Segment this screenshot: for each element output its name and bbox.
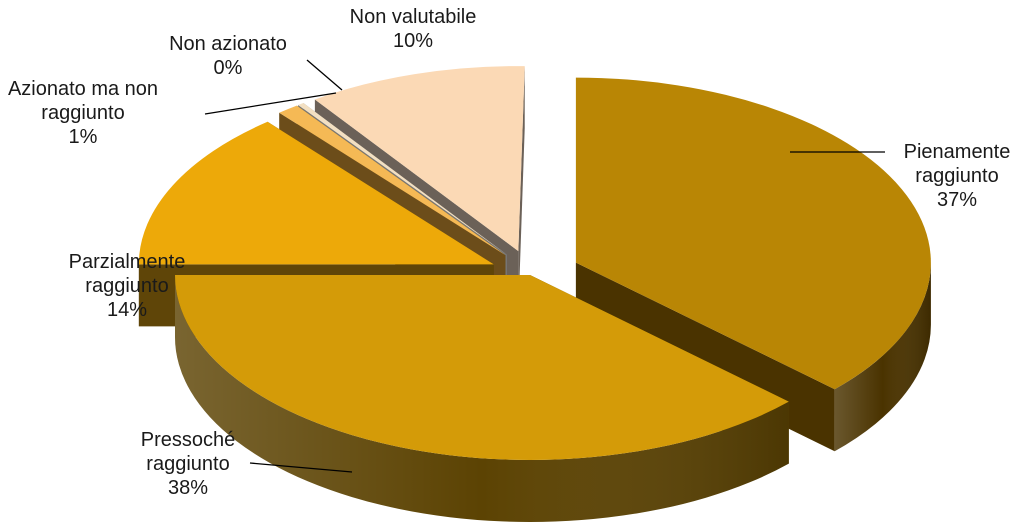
data-label-value-5: 10% — [393, 30, 433, 52]
leader-lines — [204, 59, 885, 473]
data-label-category-4: Non azionato — [169, 33, 287, 55]
slice-0-wall-shade — [834, 262, 931, 452]
data-labels: Pienamenteraggiunto37%Pressochéraggiunto… — [8, 6, 1010, 499]
slice-5-wall-end — [518, 66, 525, 314]
data-label-value-3: 1% — [69, 126, 98, 148]
data-label-category-0: raggiunto — [915, 165, 998, 187]
leader-line-3 — [204, 92, 337, 115]
data-label-category-1: Pressoché — [141, 429, 236, 451]
slice-5-top — [314, 66, 525, 252]
data-label-category-1: raggiunto — [146, 453, 229, 475]
data-label-category-2: Parzialmente — [69, 251, 186, 273]
slice-2-top — [138, 121, 494, 265]
data-label-category-3: Azionato ma non — [8, 78, 158, 100]
data-label-category-3: raggiunto — [41, 102, 124, 124]
slice-3-top — [279, 105, 506, 256]
leader-line-4 — [306, 59, 343, 91]
data-label-value-2: 14% — [107, 299, 147, 321]
data-label-category-5: Non valutabile — [350, 6, 477, 28]
data-label-value-4: 0% — [214, 57, 243, 79]
data-label-category-0: Pienamente — [904, 141, 1011, 163]
slice-tops — [138, 66, 931, 460]
slice-0-top — [575, 77, 931, 390]
data-label-value-0: 37% — [937, 189, 977, 211]
slice-1-top — [175, 275, 789, 460]
data-label-category-2: raggiunto — [85, 275, 168, 297]
leader-line-1 — [249, 462, 353, 473]
slice-4-top — [298, 103, 507, 255]
data-label-value-1: 38% — [168, 477, 208, 499]
slice-1-wall-shade — [175, 275, 789, 522]
